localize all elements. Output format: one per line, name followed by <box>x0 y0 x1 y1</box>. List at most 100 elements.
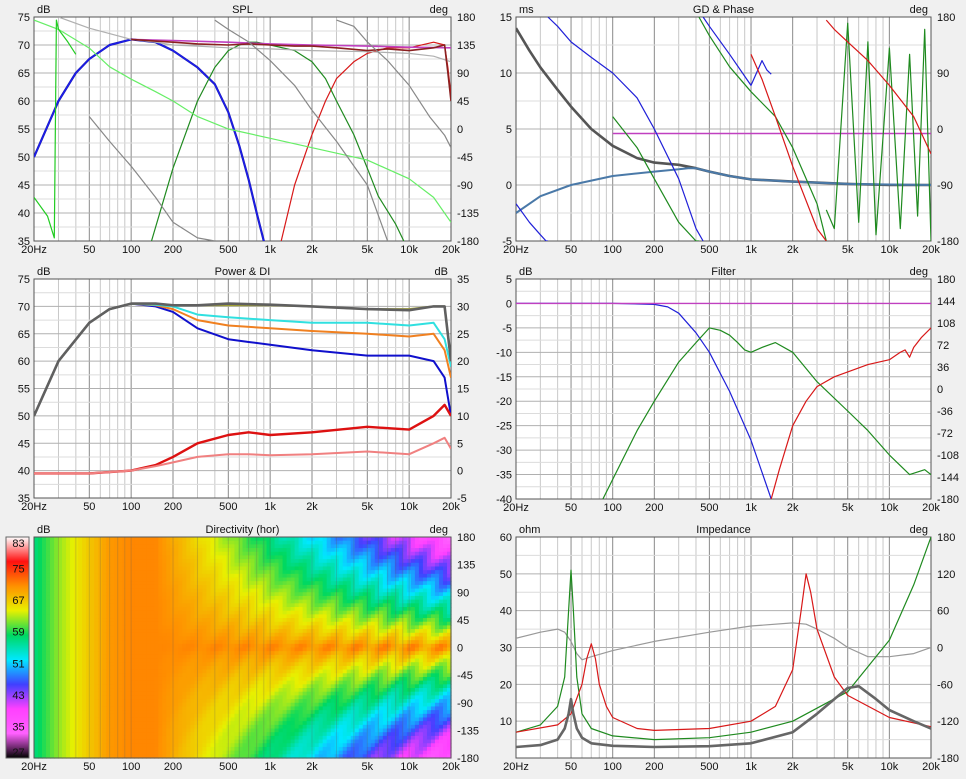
heatmap-cell <box>210 570 216 575</box>
heatmap-cell <box>342 621 348 626</box>
x-tick-label: 2k <box>787 502 799 514</box>
heatmap-cell <box>178 732 183 737</box>
heatmap-cell <box>206 739 212 744</box>
heatmap-cell <box>282 603 288 608</box>
heatmap-cell <box>242 665 248 671</box>
heatmap-cell <box>206 544 212 549</box>
heatmap-cell <box>258 640 264 645</box>
heatmap-cell <box>86 699 91 704</box>
heatmap-cell <box>306 537 312 542</box>
heatmap-cell <box>110 706 115 711</box>
heatmap-cell <box>302 662 308 667</box>
heatmap-cell <box>106 562 111 568</box>
heatmap-cell <box>70 581 75 586</box>
heatmap-cell <box>50 540 55 545</box>
heatmap-cell <box>206 743 212 748</box>
heatmap-cell <box>78 710 83 715</box>
heatmap-cell <box>222 595 228 601</box>
heatmap-cell <box>250 684 256 689</box>
heatmap-cell <box>258 743 264 748</box>
heatmap-cell <box>334 728 340 733</box>
heatmap-cell <box>202 654 208 660</box>
heatmap-cell <box>206 599 212 604</box>
heatmap-cell <box>234 750 240 755</box>
heatmap-cell <box>34 581 39 586</box>
heatmap-cell <box>82 537 87 542</box>
heatmap-cell <box>290 555 296 560</box>
heatmap-cell <box>314 676 320 682</box>
heatmap-cell <box>138 721 143 726</box>
heatmap-cell <box>266 743 272 748</box>
heatmap-cell <box>234 632 240 638</box>
heatmap-cell <box>122 588 127 593</box>
heatmap-cell <box>50 537 55 542</box>
heatmap-cell <box>198 555 203 560</box>
heatmap-cell <box>74 647 79 652</box>
heatmap-cell <box>218 724 224 730</box>
heatmap-cell <box>298 636 304 641</box>
heatmap-cell <box>70 559 75 564</box>
heatmap-cell <box>130 544 135 549</box>
heatmap-cell <box>62 669 67 674</box>
heatmap-cell <box>254 581 260 586</box>
heatmap-cell <box>50 595 55 601</box>
heatmap-cell <box>150 555 155 560</box>
heatmap-cell <box>66 684 71 689</box>
y-tick-label: -5 <box>502 323 512 335</box>
x-tick-label: 1k <box>745 502 757 514</box>
heatmap-cell <box>158 706 163 711</box>
heatmap-cell <box>102 706 107 711</box>
heatmap-cell <box>46 548 51 553</box>
heatmap-cell <box>134 724 139 730</box>
heatmap-cell <box>262 702 268 708</box>
heatmap-cell <box>246 588 252 593</box>
heatmap-cell <box>70 544 75 549</box>
heatmap-cell <box>206 754 212 759</box>
heatmap-cell <box>154 680 159 685</box>
heatmap-cell <box>210 710 216 715</box>
heatmap-cell <box>138 643 143 649</box>
heatmap-cell <box>122 728 127 733</box>
heatmap-cell <box>338 588 344 593</box>
heatmap-cell <box>118 688 123 693</box>
heatmap-cell <box>306 739 312 744</box>
heatmap-cell <box>302 584 308 590</box>
heatmap-cell <box>138 662 143 667</box>
heatmap-cell <box>182 614 187 619</box>
heatmap-cell <box>274 573 280 579</box>
heatmap-cell <box>110 728 115 733</box>
heatmap-cell <box>278 566 284 571</box>
heatmap-cell <box>310 566 316 571</box>
y2-tick-label: 0 <box>937 384 943 396</box>
heatmap-cell <box>142 588 147 593</box>
heatmap-cell <box>170 735 175 741</box>
heatmap-cell <box>330 577 336 582</box>
heatmap-cell <box>218 721 224 726</box>
heatmap-cell <box>38 647 43 652</box>
heatmap-cell <box>198 717 203 722</box>
heatmap-cell <box>306 599 312 604</box>
heatmap-cell <box>98 721 103 726</box>
heatmap-cell <box>90 640 95 645</box>
heatmap-cell <box>326 584 332 590</box>
x-tick-label: 1k <box>745 244 757 256</box>
heatmap-cell <box>86 621 91 626</box>
heatmap-cell <box>254 618 260 623</box>
heatmap-cell <box>294 754 300 759</box>
heatmap-cell <box>182 599 187 604</box>
heatmap-cell <box>42 577 47 582</box>
heatmap-cell <box>274 629 280 634</box>
heatmap-cell <box>202 658 208 663</box>
heatmap-cell <box>318 599 324 604</box>
heatmap-cell <box>322 592 328 597</box>
heatmap-cell <box>230 743 236 748</box>
heatmap-cell <box>310 636 316 641</box>
heatmap-cell <box>218 651 224 656</box>
heatmap-cell <box>138 702 143 708</box>
heatmap-cell <box>198 746 203 752</box>
heatmap-cell <box>302 577 308 582</box>
heatmap-cell <box>294 640 300 645</box>
heatmap-cell <box>134 702 139 708</box>
heatmap-cell <box>74 548 79 553</box>
